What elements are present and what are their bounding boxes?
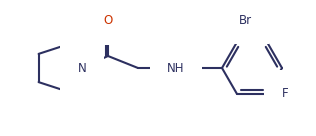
Text: F: F <box>282 87 288 101</box>
Text: O: O <box>103 15 112 27</box>
Text: NH: NH <box>167 61 185 75</box>
Text: N: N <box>78 61 86 75</box>
Text: Br: Br <box>239 13 252 27</box>
